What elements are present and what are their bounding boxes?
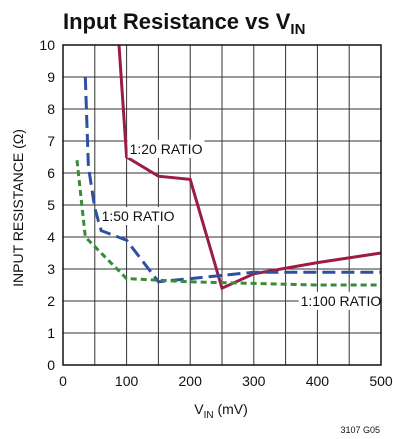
grid-layer	[62, 44, 382, 366]
x-axis-label-suffix: (mV)	[214, 401, 248, 417]
series-line-3	[75, 160, 381, 287]
y-tick-label: 10	[39, 37, 55, 53]
series-line-1	[117, 44, 382, 291]
x-axis-label-subscript: IN	[204, 410, 214, 421]
x-tick-label: 400	[306, 373, 330, 389]
annotation-layer: 1:20 RATIO 1:50 RATIO 1:100 RATIO	[99, 139, 384, 310]
x-tick-label: 200	[179, 373, 203, 389]
y-axis-label: INPUT RESISTANCE (Ω)	[10, 129, 26, 287]
y-tick-label: 6	[47, 165, 55, 181]
y-tick-label: 0	[47, 357, 55, 373]
series-annotation-2: 1:50 RATIO	[102, 208, 175, 224]
x-tick-label: 300	[242, 373, 266, 389]
x-tick-label: 100	[115, 373, 139, 389]
y-tick-labels: 0 1 2 3 4 5 6 7 8 9 10	[39, 37, 55, 373]
y-tick-label: 2	[47, 293, 55, 309]
annotation-background	[127, 139, 205, 158]
series-annotation-3: 1:100 RATIO	[301, 293, 382, 309]
y-tick-label: 4	[47, 229, 55, 245]
chart-title-main: Input Resistance vs V	[63, 9, 291, 34]
y-tick-label: 7	[47, 133, 55, 149]
annotation-background	[99, 207, 177, 225]
series-annotation-1: 1:20 RATIO	[130, 141, 203, 157]
x-axis-label: VIN (mV)	[194, 401, 248, 421]
x-axis-label-prefix: V	[194, 401, 204, 417]
plot-frame	[62, 44, 382, 366]
annotation-background	[298, 291, 384, 310]
series-layer	[75, 44, 382, 291]
series-line-2	[83, 76, 381, 284]
x-tick-label: 0	[59, 373, 67, 389]
chart-title: Input Resistance vs VIN	[63, 9, 305, 38]
x-tick-labels: 0 100 200 300 400 500	[59, 373, 393, 389]
y-tick-label: 8	[47, 101, 55, 117]
x-tick-label: 500	[369, 373, 393, 389]
chart-title-subscript: IN	[290, 21, 305, 38]
figure-note: 3107 G05	[340, 425, 380, 435]
y-tick-label: 3	[47, 261, 55, 277]
y-tick-label: 5	[47, 197, 55, 213]
y-tick-label: 9	[47, 69, 55, 85]
y-tick-label: 1	[47, 325, 55, 341]
